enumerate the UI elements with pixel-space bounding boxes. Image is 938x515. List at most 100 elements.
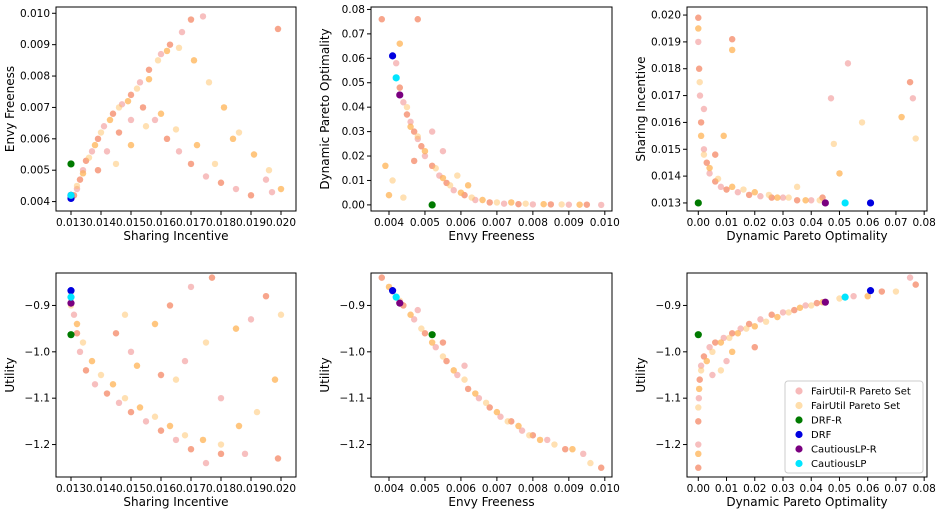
series-point [268,188,276,196]
series-point [175,148,183,155]
x-tick-label: 0.013 [56,217,86,229]
panel-2: 0.004 0.005 0.006 0.007 0.008 0.009 0.010 0.00 0… [318,4,620,243]
x-tick-label: 0.016 [146,217,176,229]
series-point [482,399,490,407]
plot-frame [686,272,928,478]
series-point [864,292,871,300]
series-point [166,41,174,48]
series-point [187,16,195,23]
x-tick-label: 0.014 [86,483,116,495]
series-point [396,84,403,91]
series-point [76,176,84,183]
series-point [728,348,736,356]
series-point [734,330,742,337]
series-point [515,422,522,430]
x-tick-label: 0.02 [743,217,766,229]
series-point [751,343,758,351]
y-tick-label: −1.2 [25,439,51,451]
series-point [714,175,722,182]
series-point [382,162,389,170]
series-point [421,152,429,160]
series-point [253,408,261,416]
series-point [697,362,705,369]
y-tick-label: −1.1 [340,393,366,405]
series-point [432,165,439,172]
series-point [163,135,171,143]
series-point [199,436,207,444]
series-point [836,170,843,177]
series-point [421,330,429,337]
x-tick-label: 0.010 [590,483,620,495]
series-point [217,450,225,458]
x-tick-label: 0.006 [446,217,476,229]
series-point [878,288,886,295]
series-point [403,111,411,118]
series-point [202,459,210,467]
baseline-point-drf-r [428,331,436,339]
y-tick-label: 0.07 [342,28,365,40]
series-point [127,116,135,124]
series-point [166,422,174,430]
series-point [493,408,501,416]
y-tick-label: 0.005 [20,165,50,177]
series-point [844,60,852,67]
series-point [378,274,385,281]
y-tick-label: 0.08 [342,4,365,16]
legend-label: CautiousLP [811,459,866,470]
series-point [700,151,708,158]
series-point [551,441,558,448]
series-point [700,105,708,113]
panel-4: 0.013 0.014 0.015 0.016 0.017 0.018 0.019 0.020… [3,272,297,509]
series-point [518,427,526,434]
series-point [450,367,457,374]
series-point [400,99,407,106]
series-point [464,385,472,393]
baseline-point-drf-r [67,331,75,339]
series-point [414,306,421,314]
series-point [217,179,225,186]
baseline-point-drf-r [428,201,436,209]
series-point [768,311,775,318]
series-point [813,299,821,307]
y-tick-label: 0.006 [20,133,50,145]
series-point [696,92,704,99]
series-point [157,371,165,379]
series-point [154,57,162,64]
series-point [774,313,781,321]
series-point [127,91,135,99]
series-point [229,135,237,143]
series-point [88,357,96,365]
series-point [906,78,914,86]
series-point [791,306,798,314]
series-point [103,148,111,155]
baseline-point-drf [67,287,75,295]
x-tick-label: 0.04 [800,217,824,229]
series-point [486,404,493,411]
series-point [250,151,258,158]
series-point [836,295,843,302]
x-tick-label: 0.06 [856,217,880,229]
series-point [576,201,583,208]
baseline-point-drf [388,52,397,60]
series-point [127,348,135,356]
x-tick-label: 0.013 [56,483,86,495]
series-point [166,302,174,309]
x-axis-label: Envy Freeness [448,495,534,509]
scatter-points [67,13,285,203]
x-tick-label: 0.01 [715,217,738,229]
y-tick-label: 0.010 [20,8,50,20]
series-point [181,357,189,365]
series-point [500,200,508,207]
y-tick-label: −0.9 [656,300,682,312]
series-point [136,404,144,411]
series-point [796,304,804,311]
series-point [400,194,407,201]
series-point [695,404,702,411]
series-point [912,281,919,288]
y-tick-label: 0.00 [342,199,365,211]
series-point [277,311,285,318]
legend-marker [795,445,803,453]
baseline-point-cautiouslp-r [67,299,75,307]
series-point [109,110,117,117]
